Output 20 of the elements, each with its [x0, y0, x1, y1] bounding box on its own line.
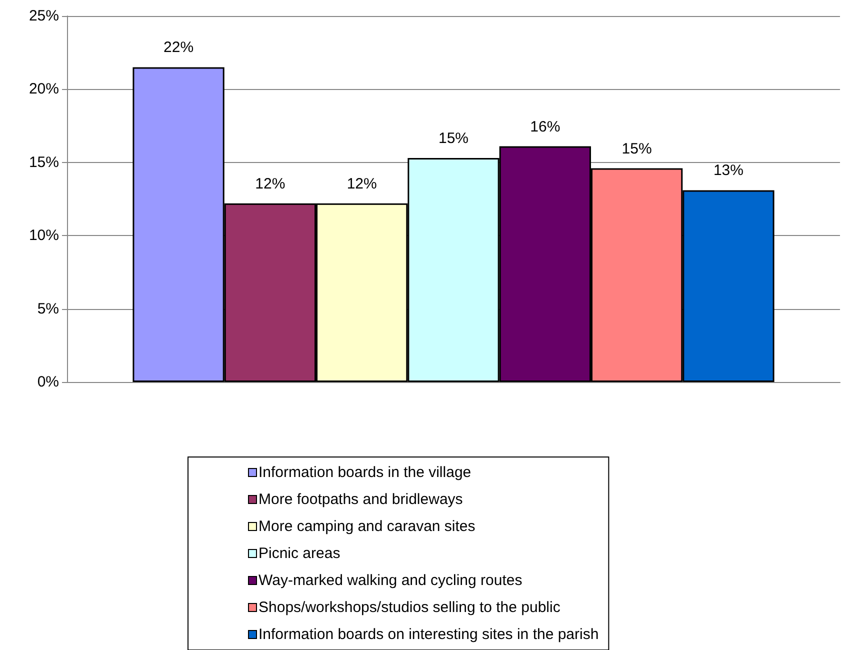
y-tick-label: 15% — [28, 154, 59, 171]
legend-label: Shops/workshops/studios selling to the public — [258, 599, 561, 616]
legend-label: Way-marked walking and cycling routes — [258, 572, 522, 589]
legend-label: More footpaths and bridleways — [258, 491, 463, 508]
y-tick-label: 10% — [28, 227, 59, 244]
data-label: 16% — [530, 118, 560, 136]
legend-label: Information boards on interesting sites in the parish — [258, 626, 599, 643]
y-tick-label: 0% — [37, 374, 59, 390]
legend-label: More camping and caravan sites — [258, 518, 476, 535]
y-tick-label: 20% — [28, 80, 59, 98]
y-tick-label: 5% — [37, 300, 59, 318]
data-label: 22% — [164, 39, 194, 56]
data-label: 15% — [622, 140, 652, 158]
data-label: 12% — [255, 175, 286, 192]
data-label: 12% — [346, 175, 377, 192]
legend-label: Information boards in the village — [258, 464, 472, 481]
data-label: 13% — [713, 162, 744, 180]
legend-label: Picnic areas — [258, 545, 340, 562]
y-tick-label: 25% — [28, 8, 59, 24]
data-label: 15% — [438, 130, 469, 148]
